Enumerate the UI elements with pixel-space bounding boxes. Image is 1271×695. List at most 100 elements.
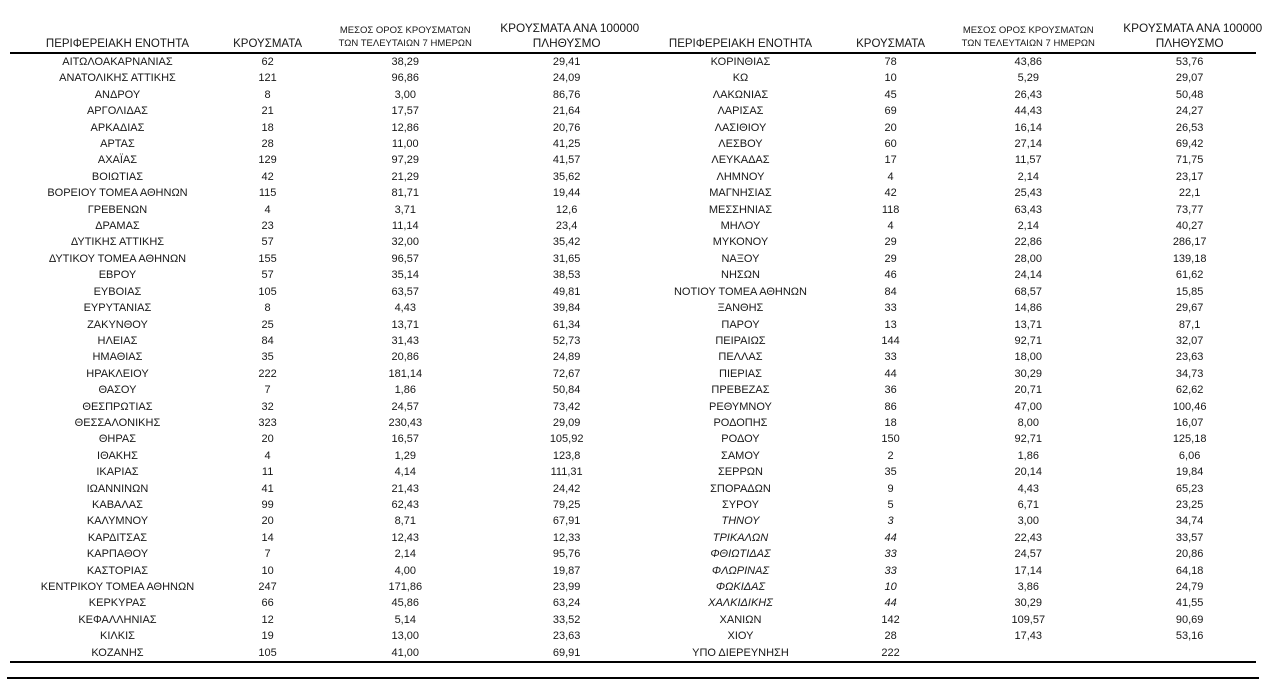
table-row: ΜΕΣΣΗΝΙΑΣ 118 63,43 73,77 xyxy=(633,202,1256,218)
cases-cell: 7 xyxy=(264,548,271,561)
col-header-per100k-line2: ΠΛΗΘΥΣΜΟ xyxy=(532,35,601,50)
per100k-cell: 61,62 xyxy=(1175,269,1204,282)
regional-cases-tables: ΠΕΡΙΦΕΡΕΙΑΚΗ ΕΝΟΤΗΤΑ ΚΡΟΥΣΜΑΤΑ ΜΕΣΟΣ ΟΡΟ… xyxy=(10,10,1262,664)
region-cell: ΛΑΡΙΣΑΣ xyxy=(717,105,764,118)
per100k-cell: 29,67 xyxy=(1175,302,1204,315)
avg7-cell: 20,71 xyxy=(1014,384,1043,397)
per100k-cell: 125,18 xyxy=(1172,433,1207,446)
cases-cell: 115 xyxy=(258,187,277,200)
table-row: ΒΟΡΕΙΟΥ ΤΟΜΕΑ ΑΘΗΝΩΝ 115 81,71 19,44 xyxy=(10,185,633,201)
col-header-avg7-line2: ΤΩΝ ΤΕΛΕΥΤΑΙΩΝ 7 ΗΜΕΡΩΝ xyxy=(961,37,1095,49)
table-row: ΑΝΔΡΟΥ 8 3,00 86,76 xyxy=(10,87,633,103)
region-cell: ΚΕΦΑΛΛΗΝΙΑΣ xyxy=(78,613,157,626)
table-row: ΘΕΣΣΑΛΟΝΙΚΗΣ 323 230,43 29,09 xyxy=(10,415,633,431)
table-row: ΔΥΤΙΚΟΥ ΤΟΜΕΑ ΑΘΗΝΩΝ 155 96,57 31,65 xyxy=(10,251,633,267)
col-header-avg7-line2: ΤΩΝ ΤΕΛΕΥΤΑΙΩΝ 7 ΗΜΕΡΩΝ xyxy=(338,37,472,49)
cases-cell: 29 xyxy=(884,252,897,265)
avg7-cell: 16,57 xyxy=(391,433,420,446)
col-header-region: ΠΕΡΙΦΕΡΕΙΑΚΗ ΕΝΟΤΗΤΑ xyxy=(10,10,225,54)
header-row: ΠΕΡΙΦΕΡΕΙΑΚΗ ΕΝΟΤΗΤΑ ΚΡΟΥΣΜΑΤΑ ΜΕΣΟΣ ΟΡΟ… xyxy=(633,10,1262,54)
region-cell: ΖΑΚΥΝΘΟΥ xyxy=(87,318,148,331)
avg7-cell: 92,71 xyxy=(1014,334,1043,347)
region-cell: ΘΑΣΟΥ xyxy=(98,384,137,397)
table-row: ΑΧΑΪΑΣ 129 97,29 41,57 xyxy=(10,152,633,168)
region-cell: ΘΕΣΠΡΩΤΙΑΣ xyxy=(82,400,153,413)
cases-cell: 33 xyxy=(884,302,897,315)
cases-cell: 105 xyxy=(258,285,277,298)
table-row: ΝΗΣΩΝ 46 24,14 61,62 xyxy=(633,267,1256,283)
region-cell: ΚΕΝΤΡΙΚΟΥ ΤΟΜΕΑ ΑΘΗΝΩΝ xyxy=(40,581,195,593)
per100k-cell: 35,42 xyxy=(552,236,581,249)
cases-cell: 32 xyxy=(261,400,274,413)
table-row: ΚΑΒΑΛΑΣ 99 62,43 79,25 xyxy=(10,497,633,513)
avg7-cell: 2,14 xyxy=(1017,170,1039,183)
region-cell: ΙΩΑΝΝΙΝΩΝ xyxy=(86,482,149,495)
region-cell: ΚΑΛΥΜΝΟΥ xyxy=(86,515,149,528)
avg7-cell: 11,14 xyxy=(391,220,419,233)
per100k-cell: 24,79 xyxy=(1175,581,1204,593)
cases-cell: 8 xyxy=(264,88,271,101)
region-cell: ΜΕΣΣΗΝΙΑΣ xyxy=(708,203,773,216)
region-cell: ΜΗΛΟΥ xyxy=(720,220,761,233)
per100k-cell: 12,6 xyxy=(555,203,578,216)
avg7-cell: 20,14 xyxy=(1014,466,1043,479)
col-header-avg7: ΜΕΣΟΣ ΟΡΟΣ ΚΡΟΥΣΜΑΤΩΝ ΤΩΝ ΤΕΛΕΥΤΑΙΩΝ 7 Η… xyxy=(310,10,501,54)
avg7-cell: 14,86 xyxy=(1014,302,1043,315)
per100k-cell: 22,1 xyxy=(1178,187,1201,200)
per100k-cell: 35,62 xyxy=(552,170,581,183)
table-row: ΚΕΦΑΛΛΗΝΙΑΣ 12 5,14 33,52 xyxy=(10,612,633,628)
per100k-cell: 72,67 xyxy=(552,367,581,380)
region-cell: ΠΑΡΟΥ xyxy=(721,318,760,331)
per100k-cell: 6,06 xyxy=(1178,449,1201,462)
avg7-cell: 17,57 xyxy=(391,105,420,118)
table-row: ΦΛΩΡΙΝΑΣ 33 17,14 64,18 xyxy=(633,563,1256,579)
cases-cell: 20 xyxy=(884,121,897,134)
per100k-cell: 24,42 xyxy=(552,482,581,495)
avg7-cell: 26,43 xyxy=(1014,88,1043,101)
table-row: ΠΙΕΡΙΑΣ 44 30,29 34,73 xyxy=(633,366,1256,382)
per100k-cell: 33,52 xyxy=(552,613,581,626)
region-cell: ΥΠΟ ΔΙΕΡΕΥΝΗΣΗ xyxy=(692,646,789,659)
avg7-cell: 3,71 xyxy=(394,203,416,216)
cases-cell: 118 xyxy=(881,203,900,216)
per100k-cell: 90,69 xyxy=(1175,613,1204,626)
per100k-cell: 19,87 xyxy=(552,564,581,577)
col-header-avg7-line1: ΜΕΣΟΣ ΟΡΟΣ ΚΡΟΥΣΜΑΤΩΝ xyxy=(339,25,471,36)
avg7-cell: 21,43 xyxy=(391,482,420,495)
avg7-cell: 97,29 xyxy=(391,154,420,167)
per100k-cell: 38,53 xyxy=(552,269,581,282)
col-header-region: ΠΕΡΙΦΕΡΕΙΑΚΗ ΕΝΟΤΗΤΑ xyxy=(633,10,848,54)
avg7-cell: 63,57 xyxy=(391,285,420,298)
avg7-cell: 63,43 xyxy=(1014,203,1043,216)
cases-cell: 33 xyxy=(884,548,897,561)
per100k-cell xyxy=(1123,645,1256,661)
region-cell: ΧΙΟΥ xyxy=(727,630,754,643)
region-cell: ΞΑΝΘΗΣ xyxy=(717,302,764,315)
table-row: ΝΑΞΟΥ 29 28,00 139,18 xyxy=(633,251,1256,267)
avg7-cell: 43,86 xyxy=(1014,56,1043,68)
table-row: ΘΑΣΟΥ 7 1,86 50,84 xyxy=(10,382,633,398)
table-row: ΧΑΝΙΩΝ 142 109,57 90,69 xyxy=(633,612,1256,628)
avg7-cell: 35,14 xyxy=(391,269,420,282)
avg7-cell: 20,86 xyxy=(391,351,420,364)
per100k-cell: 23,63 xyxy=(552,630,581,643)
avg7-cell: 3,00 xyxy=(394,88,416,101)
per100k-cell: 53,76 xyxy=(1175,56,1204,68)
per100k-cell: 23,25 xyxy=(1175,498,1204,511)
region-cell: ΦΛΩΡΙΝΑΣ xyxy=(711,564,770,577)
per100k-cell: 73,77 xyxy=(1175,203,1204,216)
per100k-cell: 105,92 xyxy=(549,433,584,446)
avg7-cell: 21,29 xyxy=(391,170,420,183)
cases-cell: 25 xyxy=(261,318,274,331)
cases-cell: 8 xyxy=(264,302,271,315)
region-cell: ΠΕΙΡΑΙΩΣ xyxy=(715,334,766,347)
table-row: ΦΩΚΙΔΑΣ 10 3,86 24,79 xyxy=(633,579,1256,595)
per100k-cell: 286,17 xyxy=(1172,236,1207,249)
per100k-cell: 23,99 xyxy=(552,581,581,593)
region-cell: ΔΥΤΙΚΟΥ ΤΟΜΕΑ ΑΘΗΝΩΝ xyxy=(48,252,187,265)
region-cell: ΗΜΑΘΙΑΣ xyxy=(92,351,143,364)
avg7-cell: 2,14 xyxy=(394,548,416,561)
per100k-cell: 26,53 xyxy=(1175,121,1204,134)
avg7-cell: 3,86 xyxy=(1017,581,1039,593)
table-row: ΕΥΡΥΤΑΝΙΑΣ 8 4,43 39,84 xyxy=(10,300,633,316)
